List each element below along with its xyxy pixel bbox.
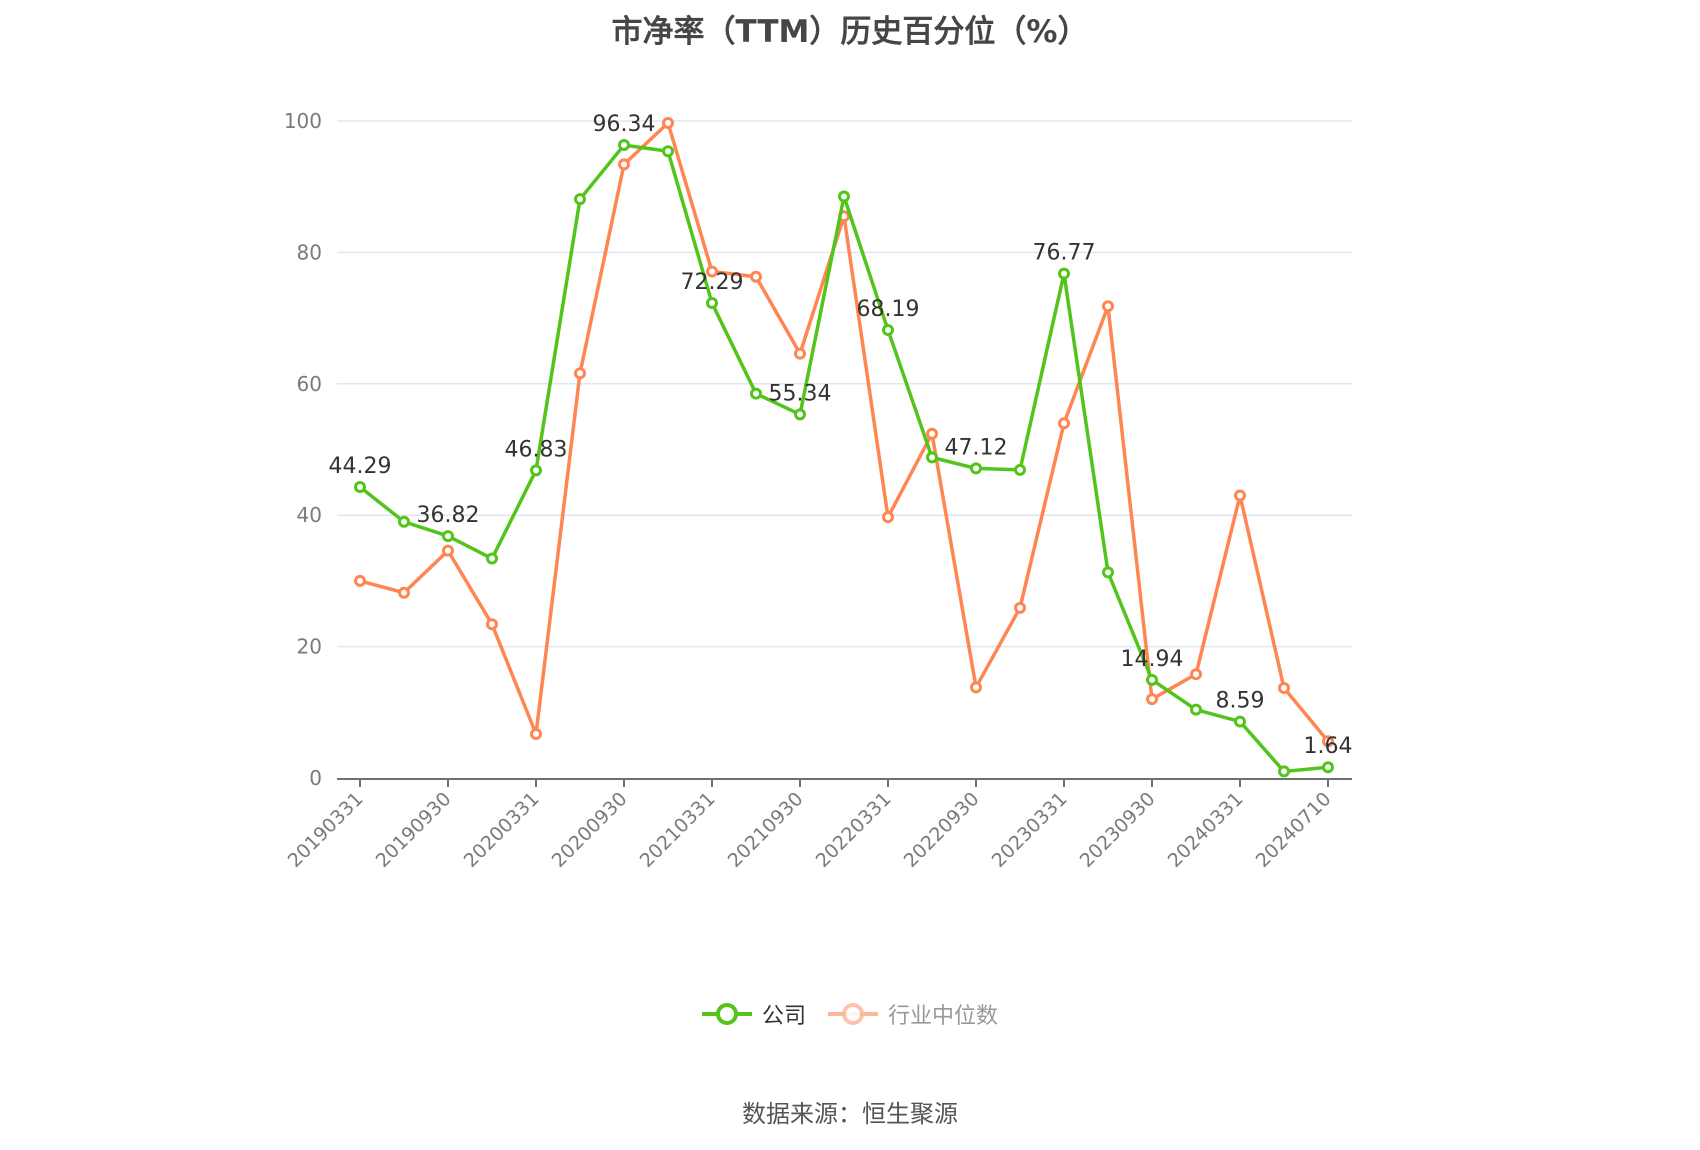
x-tick-label: 20230930: [1076, 788, 1160, 872]
data-point[interactable]: [1278, 765, 1290, 778]
data-point[interactable]: [618, 158, 630, 171]
data-point[interactable]: [794, 408, 806, 421]
data-point[interactable]: [1146, 673, 1158, 686]
data-label: 1.64: [1304, 734, 1353, 759]
data-label: 96.34: [593, 112, 656, 137]
x-tick-label: 20190930: [372, 788, 456, 872]
x-tick-label: 20200331: [460, 788, 544, 872]
data-point[interactable]: [662, 116, 674, 129]
legend: 公司 行业中位数: [0, 998, 1700, 1030]
y-tick-label: 80: [297, 240, 322, 264]
data-label: 47.12: [945, 435, 1008, 460]
x-tick-label: 20230331: [988, 788, 1072, 872]
data-point[interactable]: [1190, 668, 1202, 681]
series-industry: [354, 116, 1334, 748]
x-tick-label: 20190331: [284, 788, 368, 872]
data-point[interactable]: [838, 190, 850, 203]
data-point[interactable]: [794, 347, 806, 360]
data-point[interactable]: [1322, 735, 1334, 748]
data-point[interactable]: [970, 681, 982, 694]
legend-line-circle-icon: [828, 1003, 878, 1025]
data-labels: 44.29 36.82 46.83 96.34 72.29 55.34 68.19 47.12…: [329, 112, 1353, 759]
data-point[interactable]: [706, 297, 718, 310]
x-tick-label: 20240710: [1252, 788, 1336, 872]
data-point[interactable]: [926, 427, 938, 440]
data-point[interactable]: [398, 515, 410, 528]
data-point[interactable]: [442, 544, 454, 557]
legend-line-circle-icon: [701, 1003, 752, 1025]
data-point[interactable]: [1058, 267, 1070, 280]
data-point[interactable]: [486, 618, 498, 631]
data-point[interactable]: [1234, 715, 1246, 728]
data-label: 44.29: [329, 454, 392, 479]
data-point[interactable]: [1102, 566, 1114, 579]
data-label: 36.82: [417, 503, 480, 528]
data-point[interactable]: [530, 464, 542, 477]
data-point[interactable]: [574, 193, 586, 206]
legend-label-industry: 行业中位数: [888, 1004, 999, 1029]
data-point[interactable]: [1278, 681, 1290, 694]
x-tick-label: 20240331: [1164, 788, 1248, 872]
data-point[interactable]: [486, 552, 498, 565]
data-point[interactable]: [706, 265, 718, 278]
data-point[interactable]: [882, 323, 894, 336]
data-point[interactable]: [970, 462, 982, 475]
data-point[interactable]: [1322, 761, 1334, 774]
data-label: 72.29: [681, 270, 744, 295]
data-point[interactable]: [662, 145, 674, 158]
x-tick-label: 20210930: [724, 788, 808, 872]
data-point[interactable]: [1058, 417, 1070, 430]
y-tick-label: 0: [309, 766, 322, 790]
x-tick-label: 20220331: [812, 788, 896, 872]
data-point[interactable]: [618, 139, 630, 152]
data-label: 14.94: [1121, 647, 1184, 672]
data-label: 68.19: [857, 297, 920, 322]
data-point[interactable]: [530, 727, 542, 740]
data-point[interactable]: [926, 451, 938, 464]
legend-item-industry[interactable]: 行业中位数: [828, 998, 998, 1030]
data-point[interactable]: [354, 481, 366, 494]
y-tick-label: 20: [297, 635, 322, 659]
data-point[interactable]: [1190, 703, 1202, 716]
data-label: 76.77: [1033, 241, 1096, 266]
y-tick-label: 100: [284, 109, 322, 133]
data-point[interactable]: [1014, 463, 1026, 476]
chart-title: 市净率（TTM）历史百分位（%）: [611, 14, 1089, 50]
series-company: [354, 139, 1334, 778]
data-label: 46.83: [505, 437, 568, 462]
legend-item-company[interactable]: 公司: [701, 998, 806, 1030]
data-point[interactable]: [1146, 693, 1158, 706]
legend-label-company: 公司: [761, 1004, 806, 1029]
y-tick-label: 40: [297, 503, 322, 527]
data-point[interactable]: [398, 586, 410, 599]
data-point[interactable]: [1014, 601, 1026, 614]
y-axis: 0 20 40 60 80 100: [284, 109, 322, 790]
data-source: 数据来源：恒生聚源: [742, 1100, 958, 1128]
data-point[interactable]: [442, 530, 454, 543]
x-tick-label: 20220930: [900, 788, 984, 872]
data-point[interactable]: [354, 574, 366, 587]
data-point[interactable]: [1234, 489, 1246, 502]
data-point[interactable]: [750, 270, 762, 283]
data-point[interactable]: [1102, 300, 1114, 313]
x-axis: 20190331 20190930 20200331 20200930 20210331…: [284, 778, 1352, 872]
x-tick-label: 20200930: [548, 788, 632, 872]
y-tick-label: 60: [297, 372, 322, 396]
data-point[interactable]: [750, 387, 762, 400]
data-point[interactable]: [574, 367, 586, 380]
grid-lines: [337, 120, 1352, 648]
x-tick-label: 20210331: [636, 788, 720, 872]
data-point[interactable]: [882, 511, 894, 524]
data-label: 8.59: [1216, 689, 1265, 714]
data-label: 55.34: [769, 381, 832, 406]
